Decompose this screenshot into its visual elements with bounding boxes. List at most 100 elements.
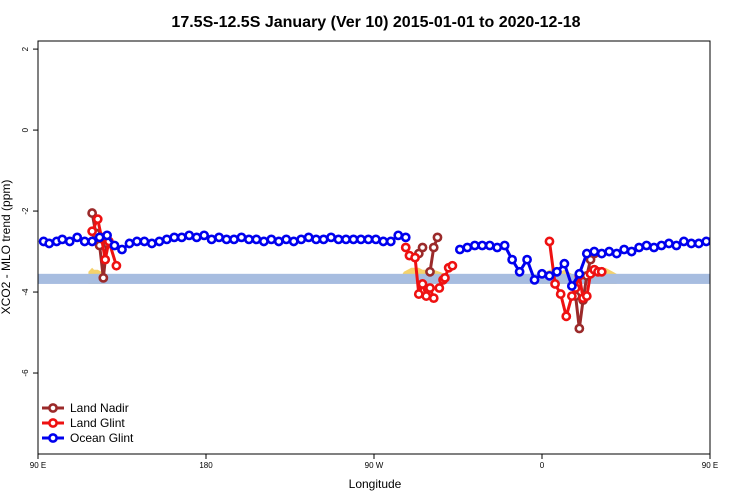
data-point: [393, 230, 404, 241]
data-point: [434, 283, 445, 293]
data-point: [333, 234, 344, 245]
data-point: [100, 254, 111, 265]
data-point: [733, 216, 740, 223]
y-tick-label: -2: [21, 207, 30, 215]
data-point: [124, 238, 135, 249]
reference-band: [38, 273, 710, 284]
x-axis-label: Longitude: [349, 477, 402, 491]
data-point: [514, 266, 525, 277]
data-point: [701, 236, 710, 247]
data-point: [326, 232, 336, 243]
data-point: [64, 236, 75, 247]
legend-swatch-marker: [48, 418, 58, 428]
y-tick-label: -4: [21, 288, 30, 296]
data-point: [303, 232, 314, 243]
data-point: [206, 234, 217, 245]
data-point: [57, 234, 68, 245]
x-axis: 90 E 180 90 W 0 90 E: [30, 454, 718, 470]
data-point: [596, 266, 607, 277]
data-point: [236, 232, 247, 243]
data-point: [507, 254, 518, 265]
data-point: [738, 256, 745, 263]
data-point: [729, 228, 736, 235]
data-point: [649, 242, 659, 253]
data-point: [87, 236, 98, 247]
data-point: [161, 234, 172, 245]
data-point: [742, 238, 749, 245]
data-point: [746, 242, 750, 249]
data-point: [581, 248, 592, 259]
y-tick-label: 0: [21, 127, 30, 132]
data-point: [454, 244, 465, 255]
data-point: [718, 236, 725, 243]
series-line: [732, 219, 750, 266]
data-point: [499, 240, 510, 251]
series-layer: [38, 208, 750, 334]
data-point: [550, 279, 560, 289]
data-point: [574, 323, 585, 334]
series-ocean-glint: [38, 230, 740, 291]
data-point: [555, 289, 566, 299]
data-point: [734, 274, 741, 281]
data-point: [484, 240, 495, 251]
data-point: [619, 244, 630, 255]
data-point: [417, 279, 428, 289]
data-point: [417, 242, 428, 253]
data-point: [311, 234, 322, 245]
data-point: [44, 238, 55, 249]
data-point: [566, 281, 577, 291]
data-point: [544, 270, 555, 281]
data-point: [529, 274, 540, 285]
legend-label: Land Nadir: [70, 401, 129, 415]
data-point: [199, 230, 210, 241]
data-point: [109, 240, 120, 251]
data-point: [604, 246, 615, 257]
legend-swatch-marker: [48, 433, 58, 443]
data-point: [400, 232, 411, 243]
legend-item: Land Nadir: [42, 401, 129, 415]
data-point: [363, 234, 374, 245]
data-point: [634, 242, 644, 253]
data-point: [184, 230, 195, 241]
data-point: [154, 236, 165, 247]
data-point: [273, 236, 284, 247]
data-point: [544, 236, 555, 247]
data-point: [723, 209, 730, 216]
series-line: [428, 236, 439, 273]
data-point: [581, 291, 592, 301]
data-point: [410, 252, 420, 263]
data-point: [117, 244, 127, 255]
x-tick-label: 90 E: [702, 461, 718, 470]
data-point: [288, 236, 299, 247]
data-point: [421, 291, 432, 301]
data-point: [537, 268, 547, 279]
legend-label: Ocean Glint: [70, 431, 134, 445]
data-point: [432, 232, 443, 243]
data-point: [318, 234, 329, 245]
data-point: [400, 242, 411, 253]
data-point: [559, 258, 570, 269]
data-point: [477, 240, 488, 251]
y-tick-label: 2: [21, 46, 30, 51]
data-point: [98, 272, 109, 283]
data-point: [671, 240, 682, 251]
data-point: [596, 248, 607, 259]
data-point: [72, 232, 83, 243]
data-point: [296, 234, 307, 245]
data-point: [378, 236, 389, 247]
y-tick-label: -6: [21, 369, 30, 377]
data-point: [79, 236, 90, 247]
data-point: [132, 236, 142, 247]
data-point: [725, 234, 732, 241]
data-point: [92, 214, 103, 225]
data-point: [611, 248, 622, 259]
data-point: [733, 236, 740, 243]
x-tick-label: 90 E: [30, 461, 46, 470]
data-point: [191, 232, 202, 243]
data-point: [139, 236, 150, 247]
data-point: [385, 236, 396, 247]
data-point: [348, 234, 359, 245]
data-point: [221, 234, 232, 245]
data-point: [102, 230, 112, 241]
data-point: [522, 254, 532, 265]
